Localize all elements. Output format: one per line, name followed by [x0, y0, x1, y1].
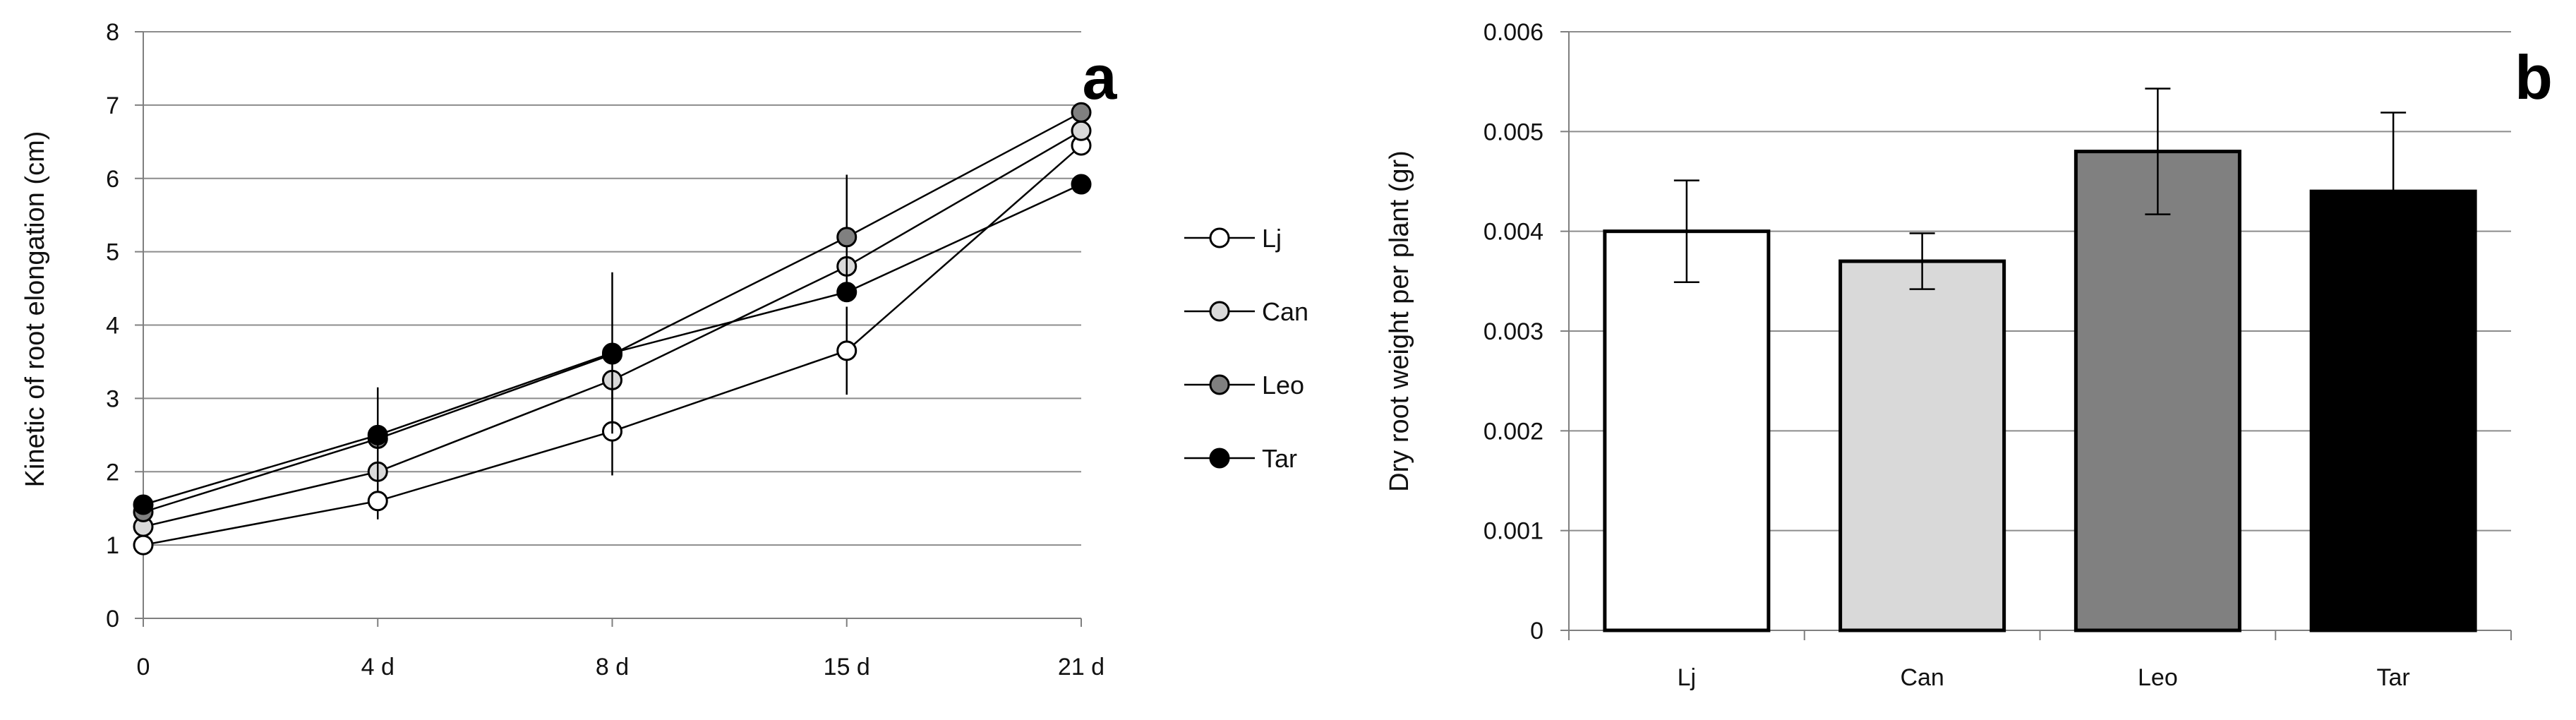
line-chart-legend: Lj Can Leo Tar	[1184, 224, 1308, 473]
bar-chart-panel: 0 0.001 0.002 0.003 0.004 0.005 0.006 Lj Can Leo…	[1385, 19, 2553, 691]
x-tick-label-can: Can	[1900, 664, 1944, 691]
y-tick-label-2: 2	[106, 459, 119, 486]
panel-label-b: b	[2515, 42, 2553, 112]
bar-can	[1838, 259, 2006, 632]
data-point-tar-8-d	[602, 342, 622, 364]
y-tick-label-4: 4	[106, 313, 119, 340]
data-point-lj-4-d	[367, 491, 388, 512]
x-tick-label-15-d: 15 d	[824, 654, 870, 680]
x-tick-label-leo: Leo	[2138, 664, 2178, 691]
series-tar	[133, 174, 1092, 515]
bar-group-leo	[2074, 88, 2241, 632]
y-tick-label-0: 0	[1530, 618, 1543, 644]
y-tick-label-6: 6	[106, 166, 119, 193]
y-tick-label-0-003: 0.003	[1483, 318, 1543, 345]
legend-marker-lj	[1209, 227, 1230, 248]
y-tick-label-5: 5	[106, 239, 119, 266]
x-tick-label-lj: Lj	[1678, 664, 1696, 691]
data-point-leo-21-d	[1071, 102, 1092, 123]
data-point-can-21-d	[1071, 120, 1092, 141]
y-tick-label-1: 1	[106, 532, 119, 559]
x-tick-label-21-d: 21 d	[1058, 654, 1105, 680]
y-tick-label-0-002: 0.002	[1483, 418, 1543, 445]
bar-chart-y-axis-title: Dry root weight per plant (gr)	[1385, 150, 1414, 492]
x-tick-label-0: 0	[137, 654, 150, 680]
y-tick-label-8: 8	[106, 19, 119, 46]
y-tick-label-3: 3	[106, 385, 119, 412]
bar-chart-bars	[1603, 88, 2477, 632]
y-tick-label-0: 0	[106, 606, 119, 632]
y-tick-label-0-006: 0.006	[1483, 19, 1543, 46]
panel-label-a: a	[1083, 42, 1118, 112]
legend-label-can: Can	[1262, 297, 1308, 326]
data-point-lj-15-d	[836, 340, 857, 361]
legend-marker-leo	[1209, 374, 1230, 395]
x-tick-label-4-d: 4 d	[361, 654, 395, 680]
y-tick-label-0-004: 0.004	[1483, 219, 1543, 246]
y-tick-label-0-005: 0.005	[1483, 119, 1543, 145]
y-tick-label-7: 7	[106, 92, 119, 119]
line-chart-panel: 0 1 2 3 4 5 6 7 8 0 4 d 8 d 15 d 21 d Kinetic of roo…	[20, 19, 1308, 680]
data-point-leo-15-d	[836, 227, 857, 248]
legend-label-tar: Tar	[1262, 444, 1297, 473]
line-chart-y-tick-labels: 0 1 2 3 4 5 6 7 8	[106, 19, 119, 632]
line-chart-series	[133, 102, 1092, 556]
legend-marker-can	[1209, 301, 1230, 322]
bar-chart-x-tick-labels: Lj Can Leo Tar	[1678, 664, 2410, 691]
data-point-lj-0	[133, 534, 154, 556]
bar-chart-y-tick-labels: 0 0.001 0.002 0.003 0.004 0.005 0.006	[1483, 19, 1543, 644]
legend-label-lj: Lj	[1262, 224, 1282, 253]
line-chart-y-axis-title: Kinetic of root elongation (cm)	[20, 131, 50, 488]
data-point-tar-15-d	[836, 282, 857, 303]
legend-item-lj: Lj	[1184, 224, 1282, 253]
legend-label-leo: Leo	[1262, 371, 1304, 400]
legend-item-leo: Leo	[1184, 371, 1304, 400]
bar-group-lj	[1603, 179, 1771, 632]
line-chart-axes	[135, 31, 1082, 627]
bar-group-tar	[2309, 112, 2477, 632]
line-chart-x-tick-labels: 0 4 d 8 d 15 d 21 d	[137, 654, 1105, 680]
bar-lj	[1603, 229, 1771, 632]
data-point-tar-0	[133, 494, 154, 515]
y-tick-label-0-001: 0.001	[1483, 518, 1543, 545]
bar-group-can	[1838, 232, 2006, 632]
legend-marker-tar	[1209, 448, 1230, 469]
data-point-tar-21-d	[1071, 174, 1092, 195]
legend-item-tar: Tar	[1184, 444, 1297, 473]
x-tick-label-tar: Tar	[2377, 664, 2410, 691]
data-point-tar-4-d	[367, 424, 388, 445]
bar-leo	[2074, 150, 2241, 632]
x-tick-label-8-d: 8 d	[596, 654, 629, 680]
legend-item-can: Can	[1184, 297, 1308, 326]
